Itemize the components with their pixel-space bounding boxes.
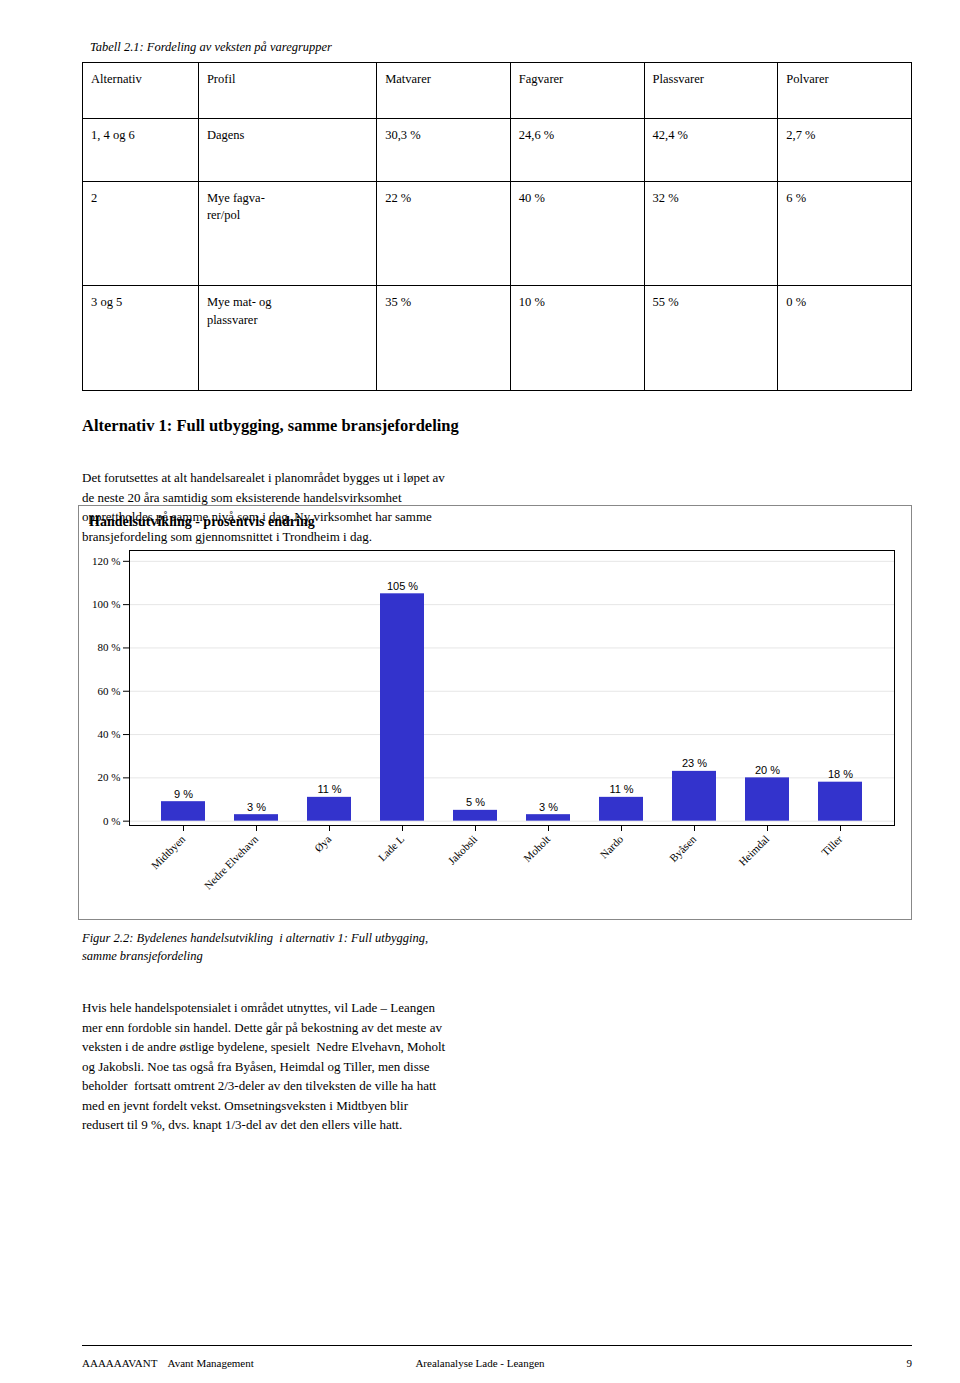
html-text:Alternativ: Alternativ xyxy=(91,72,142,86)
svg-text:11 %: 11 % xyxy=(609,783,633,795)
html-text:55 %: 55 % xyxy=(652,295,679,310)
html-text:6 %: 6 % xyxy=(786,190,806,205)
svg-text:40 %: 40 % xyxy=(98,728,121,740)
svg-text:Nedre Elvehavn: Nedre Elvehavn xyxy=(202,832,261,891)
svg-text:20 %: 20 % xyxy=(755,764,780,776)
html-text:Profil: Profil xyxy=(206,72,236,86)
svg-text:100 %: 100 % xyxy=(92,598,120,610)
html-text:10 %: 10 % xyxy=(518,295,545,310)
svg-text:0 %: 0 % xyxy=(103,815,120,827)
svg-text:Midtbyen: Midtbyen xyxy=(149,832,188,871)
html-text:Matvarer: Matvarer xyxy=(385,72,431,86)
svg-text:Heimdal: Heimdal xyxy=(736,833,771,868)
html-text:Handelsutvikling - prosentvis: Handelsutvikling - prosentvis endring xyxy=(89,514,315,529)
svg-text:5 %: 5 % xyxy=(466,796,485,808)
svg-text:105 %: 105 % xyxy=(387,580,418,592)
html-text:32 %: 32 % xyxy=(652,190,679,205)
html-text:Mye fagva- rer/pol: Mye fagva- rer/pol xyxy=(206,190,265,223)
svg-text:Tiller: Tiller xyxy=(819,833,845,859)
html-text:40 %: 40 % xyxy=(518,190,545,205)
html-text:24,6 %: 24,6 % xyxy=(518,127,555,142)
svg-text:18 %: 18 % xyxy=(828,768,853,780)
html-text:Alternativ 1: Full utbygging,: Alternativ 1: Full utbygging, samme bran… xyxy=(82,416,459,435)
html-text:Plassvarer: Plassvarer xyxy=(652,72,704,86)
svg-text:Lade L: Lade L xyxy=(376,833,407,864)
svg-text:Byåsen: Byåsen xyxy=(667,832,699,864)
html-text:Arealanalyse Lade - Leangen: Arealanalyse Lade - Leangen xyxy=(415,1357,545,1369)
svg-text:Øya: Øya xyxy=(312,833,334,855)
svg-text:Moholt: Moholt xyxy=(521,833,552,864)
html-text:9: 9 xyxy=(906,1357,912,1369)
html-text:22 %: 22 % xyxy=(385,190,412,205)
html-text:30,3 %: 30,3 % xyxy=(385,127,421,142)
svg-text:11 %: 11 % xyxy=(317,783,341,795)
html-text:Det forutsettes at alt handels: Det forutsettes at alt handelsarealet i … xyxy=(82,470,445,544)
html-text:3 og 5: 3 og 5 xyxy=(91,295,123,310)
html-text:Dagens: Dagens xyxy=(206,127,245,142)
svg-text:3 %: 3 % xyxy=(247,801,266,813)
html-text:AAAAAAVANT Avant Management: AAAAAAVANT Avant Management xyxy=(82,1357,254,1369)
html-text:1, 4 og 6: 1, 4 og 6 xyxy=(91,127,135,142)
svg-text:3 %: 3 % xyxy=(539,801,558,813)
html-text:42,4 %: 42,4 % xyxy=(652,127,688,142)
html-text:35 %: 35 % xyxy=(385,295,412,310)
html-text:Hvis hele handelspotensialet i: Hvis hele handelspotensialet i området u… xyxy=(82,1000,446,1132)
html-text:0 %: 0 % xyxy=(786,295,806,310)
svg-text:80 %: 80 % xyxy=(98,641,121,653)
svg-text:120 %: 120 % xyxy=(92,555,120,567)
svg-text:60 %: 60 % xyxy=(98,685,121,697)
html-text:2: 2 xyxy=(91,190,98,205)
html-text:2,7 %: 2,7 % xyxy=(786,127,816,142)
html-text:Tabell 2.1: Fordeling av vekst: Tabell 2.1: Fordeling av veksten på vare… xyxy=(90,40,332,54)
svg-text:9 %: 9 % xyxy=(174,788,193,800)
svg-text:Jakobsli: Jakobsli xyxy=(445,833,479,867)
html-text:Fagvarer: Fagvarer xyxy=(518,72,564,86)
svg-text:23 %: 23 % xyxy=(682,757,707,769)
html-text:Polvarer: Polvarer xyxy=(786,72,829,86)
svg-text:Nardo: Nardo xyxy=(597,832,625,860)
svg-text:20 %: 20 % xyxy=(98,771,121,783)
html-text:Figur 2.2: Bydelenes handelsut: Figur 2.2: Bydelenes handelsutvikling i … xyxy=(82,931,429,963)
html-text:Mye mat- og plassvarer: Mye mat- og plassvarer xyxy=(206,295,272,327)
